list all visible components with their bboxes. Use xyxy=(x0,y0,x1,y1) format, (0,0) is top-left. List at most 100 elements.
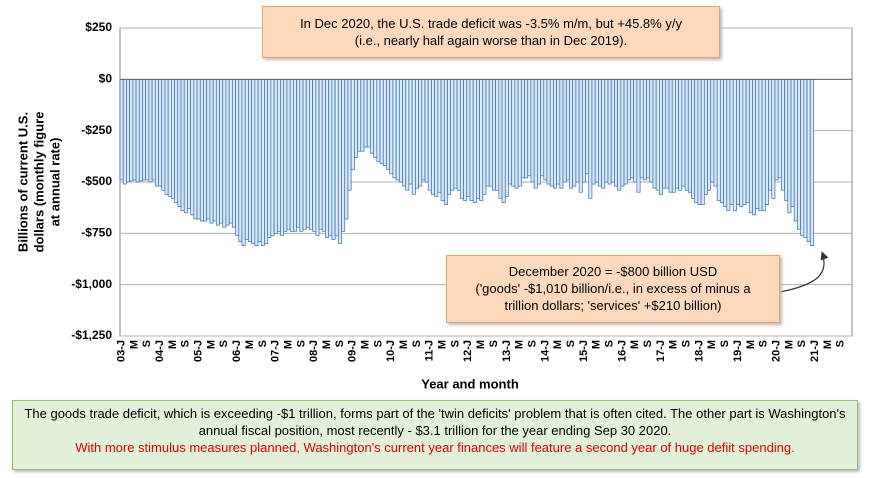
bar xyxy=(707,78,712,191)
bar xyxy=(556,78,561,185)
bar xyxy=(594,78,599,183)
x-tick-label: 08-J xyxy=(308,340,320,362)
y-axis-title-line: at annual rate) xyxy=(47,138,62,227)
x-tick-label: 13-J xyxy=(501,340,513,362)
bar xyxy=(530,78,535,183)
x-tick-label: S xyxy=(719,340,731,347)
annotation-line: trillion dollars; 'services' +$210 billi… xyxy=(504,298,722,313)
bar xyxy=(665,78,670,189)
bar xyxy=(190,78,195,216)
annotation-december: December 2020 = -$800 billion USD ('good… xyxy=(446,255,780,323)
bar xyxy=(546,78,551,185)
bar xyxy=(492,78,496,191)
bar xyxy=(251,78,256,244)
annotation-line: (i.e., nearly half again worse than in D… xyxy=(354,33,628,48)
bar xyxy=(283,78,288,232)
bar xyxy=(655,78,660,191)
bar xyxy=(800,78,805,236)
bar xyxy=(687,78,692,193)
x-tick-label: S xyxy=(488,340,500,347)
bar xyxy=(373,78,378,158)
bar xyxy=(196,78,201,220)
bar xyxy=(167,78,172,197)
bar xyxy=(453,78,458,189)
bar xyxy=(354,78,358,158)
bar xyxy=(684,78,689,191)
bar xyxy=(347,78,352,191)
x-tick-label: S xyxy=(334,340,346,347)
bar xyxy=(659,78,663,195)
bar xyxy=(758,78,763,212)
x-tick-label: 04-J xyxy=(154,340,166,362)
bar xyxy=(171,78,175,199)
bar xyxy=(537,78,541,185)
bar xyxy=(488,78,493,187)
bar xyxy=(379,78,384,164)
bar xyxy=(331,78,336,240)
bar xyxy=(225,78,230,226)
x-tick-label: 05-J xyxy=(193,340,205,362)
bar xyxy=(806,78,811,242)
bar xyxy=(517,78,522,187)
x-tick-label: M xyxy=(321,340,333,349)
bar xyxy=(588,78,593,199)
footnote-highlight: With more stimulus measures planned, Was… xyxy=(75,440,795,455)
bar xyxy=(485,78,490,187)
bar xyxy=(309,78,313,230)
bar xyxy=(598,78,602,187)
bar xyxy=(312,78,317,232)
bar xyxy=(440,78,445,201)
x-tick-label: M xyxy=(437,340,449,349)
bar xyxy=(559,78,564,189)
bar xyxy=(745,78,750,203)
bar xyxy=(604,78,609,183)
x-tick-label: S xyxy=(758,340,770,347)
bar xyxy=(206,78,211,220)
bar xyxy=(151,78,156,181)
bar xyxy=(382,78,387,166)
bar xyxy=(437,78,442,193)
bar xyxy=(476,78,480,199)
bar xyxy=(289,78,294,232)
x-tick-label: S xyxy=(604,340,616,347)
bar xyxy=(228,78,233,224)
footnote-text: The goods trade deficit, which is exceed… xyxy=(24,406,846,438)
bar xyxy=(405,78,410,191)
bar xyxy=(764,78,769,205)
x-tick-label: M xyxy=(360,340,372,349)
bar xyxy=(790,78,795,207)
x-tick-label: S xyxy=(218,340,230,347)
x-tick-label: S xyxy=(835,340,847,347)
bar xyxy=(248,78,252,242)
bar xyxy=(244,78,249,240)
x-tick-label: M xyxy=(514,340,526,349)
bar xyxy=(177,78,182,207)
x-tick-label: 03-J xyxy=(116,340,128,362)
bar xyxy=(270,78,275,236)
x-tick-label: M xyxy=(552,340,564,349)
bar xyxy=(723,78,728,207)
bar xyxy=(520,78,525,179)
x-tick-label: 19-J xyxy=(732,340,744,362)
bar xyxy=(193,78,198,220)
bar xyxy=(424,78,429,183)
x-tick-label: S xyxy=(372,340,384,347)
x-tick-label: 17-J xyxy=(655,340,667,362)
bar xyxy=(752,78,757,216)
bar xyxy=(713,78,718,187)
bar xyxy=(318,78,323,230)
annotation-line: In Dec 2020, the U.S. trade deficit was … xyxy=(300,16,682,31)
y-tick-label: -$250 xyxy=(81,123,112,137)
bar xyxy=(293,78,297,232)
bar xyxy=(736,78,740,205)
bar xyxy=(681,78,686,187)
bar xyxy=(315,78,320,236)
x-tick-label: 12-J xyxy=(462,340,474,362)
bar xyxy=(122,78,127,185)
bar xyxy=(774,78,779,181)
bar xyxy=(508,78,513,185)
bar xyxy=(431,78,435,195)
bar xyxy=(626,78,631,181)
